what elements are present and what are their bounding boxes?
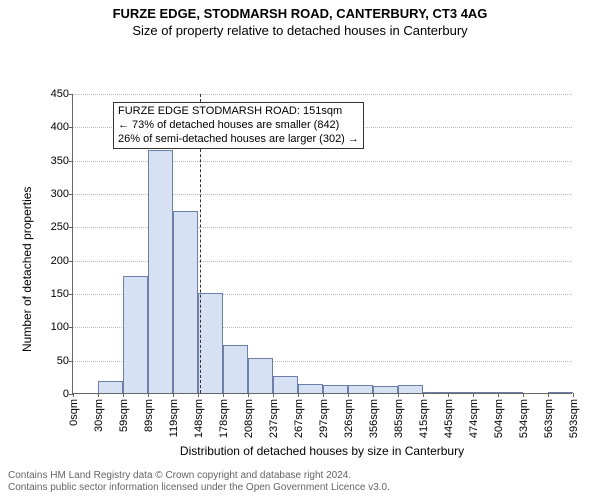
xtick-label: 326sqm xyxy=(341,399,355,438)
xtick-label: 297sqm xyxy=(316,399,330,438)
ytick-label: 350 xyxy=(51,155,73,167)
histogram-bar xyxy=(198,293,223,393)
xtick-label: 474sqm xyxy=(466,399,480,438)
ytick-label: 450 xyxy=(51,88,73,100)
xtick-mark xyxy=(298,393,299,397)
ytick-label: 100 xyxy=(51,321,73,333)
footer-line2: Contains public sector information licen… xyxy=(8,482,592,494)
annotation-line3: 26% of semi-detached houses are larger (… xyxy=(118,133,359,147)
xtick-label: 237sqm xyxy=(266,399,280,438)
xtick-label: 504sqm xyxy=(491,399,505,438)
xtick-label: 148sqm xyxy=(191,399,205,438)
annotation-line1: FURZE EDGE STODMARSH ROAD: 151sqm xyxy=(118,105,359,119)
xtick-mark xyxy=(173,393,174,397)
histogram-bar xyxy=(398,385,423,393)
grid-line xyxy=(73,94,572,95)
xtick-label: 0sqm xyxy=(66,399,80,426)
histogram-bar xyxy=(448,392,473,393)
xtick-mark xyxy=(73,393,74,397)
xtick-label: 208sqm xyxy=(241,399,255,438)
xtick-label: 385sqm xyxy=(391,399,405,438)
xtick-mark xyxy=(373,393,374,397)
chart-title-line1: FURZE EDGE, STODMARSH ROAD, CANTERBURY, … xyxy=(0,0,600,21)
chart-title-line2: Size of property relative to detached ho… xyxy=(0,21,600,38)
histogram-bar xyxy=(498,392,523,393)
footer-line1: Contains HM Land Registry data © Crown c… xyxy=(8,470,592,482)
xtick-label: 119sqm xyxy=(166,399,180,437)
plot-area: 0501001502002503003504004500sqm30sqm59sq… xyxy=(72,94,572,394)
attribution-footer: Contains HM Land Registry data © Crown c… xyxy=(0,466,600,500)
xtick-mark xyxy=(323,393,324,397)
xtick-mark xyxy=(348,393,349,397)
y-axis-label: Number of detached properties xyxy=(20,187,34,352)
xtick-mark xyxy=(98,393,99,397)
histogram-bar xyxy=(273,376,298,393)
histogram-bar xyxy=(248,358,273,393)
ytick-label: 150 xyxy=(51,288,73,300)
histogram-bar xyxy=(348,385,373,393)
ytick-label: 300 xyxy=(51,188,73,200)
histogram-bar xyxy=(473,392,498,393)
xtick-mark xyxy=(248,393,249,397)
ytick-label: 250 xyxy=(51,221,73,233)
xtick-label: 178sqm xyxy=(216,399,230,438)
histogram-bar xyxy=(123,276,148,393)
xtick-mark xyxy=(423,393,424,397)
xtick-mark xyxy=(398,393,399,397)
xtick-label: 593sqm xyxy=(566,399,580,438)
ytick-label: 200 xyxy=(51,255,73,267)
xtick-label: 534sqm xyxy=(516,399,530,438)
xtick-mark xyxy=(223,393,224,397)
histogram-bar xyxy=(323,385,348,393)
xtick-label: 267sqm xyxy=(291,399,305,438)
histogram-bar xyxy=(98,381,123,393)
xtick-mark xyxy=(123,393,124,397)
xtick-mark xyxy=(448,393,449,397)
xtick-mark xyxy=(573,393,574,397)
xtick-mark xyxy=(148,393,149,397)
histogram-bar xyxy=(423,392,448,393)
histogram-bar xyxy=(373,386,398,393)
x-axis-label: Distribution of detached houses by size … xyxy=(72,444,572,458)
histogram-bar xyxy=(223,345,248,393)
xtick-mark xyxy=(523,393,524,397)
histogram-bar xyxy=(148,150,173,393)
annotation-line2: ← 73% of detached houses are smaller (84… xyxy=(118,119,359,133)
histogram-bar xyxy=(173,211,198,393)
xtick-mark xyxy=(198,393,199,397)
xtick-mark xyxy=(273,393,274,397)
xtick-label: 356sqm xyxy=(366,399,380,438)
xtick-label: 89sqm xyxy=(141,399,155,432)
reference-annotation: FURZE EDGE STODMARSH ROAD: 151sqm ← 73% … xyxy=(113,102,364,149)
ytick-label: 50 xyxy=(57,355,73,367)
histogram-bar xyxy=(548,392,573,393)
histogram-bar xyxy=(298,384,323,393)
xtick-label: 445sqm xyxy=(441,399,455,438)
xtick-label: 30sqm xyxy=(91,399,105,432)
xtick-label: 59sqm xyxy=(116,399,130,432)
ytick-label: 400 xyxy=(51,121,73,133)
xtick-mark xyxy=(548,393,549,397)
xtick-mark xyxy=(498,393,499,397)
xtick-mark xyxy=(473,393,474,397)
xtick-label: 415sqm xyxy=(416,399,430,438)
xtick-label: 563sqm xyxy=(541,399,555,438)
